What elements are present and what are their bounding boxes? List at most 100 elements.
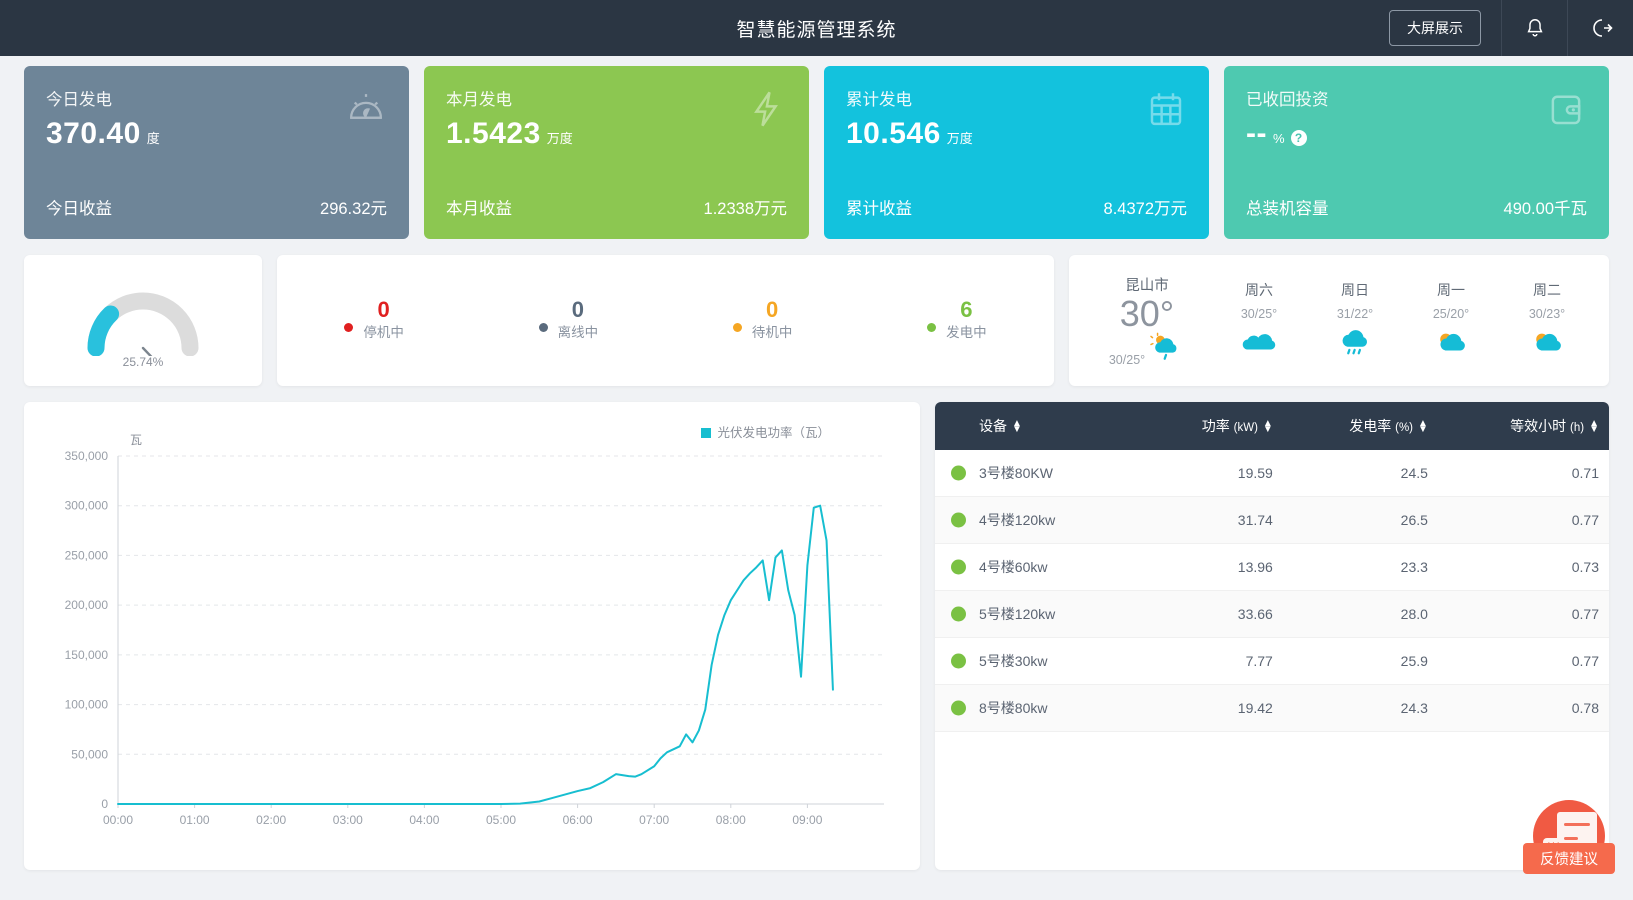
- svg-text:350,000: 350,000: [65, 449, 109, 463]
- svg-text:250,000: 250,000: [65, 548, 109, 562]
- kpi-card-row: 今日发电 370.40 度 今日收益 296.32元 本月发电 1.5423: [24, 56, 1609, 239]
- svg-text:瓦: 瓦: [130, 433, 142, 447]
- status-item-offline[interactable]: 0 离线中: [471, 299, 665, 342]
- svg-text:01:00: 01:00: [180, 813, 210, 827]
- legend-swatch-icon: [701, 428, 712, 438]
- status-dot-icon: [951, 465, 966, 481]
- help-icon[interactable]: ?: [1290, 130, 1307, 146]
- kpi-foot-value: 8.4372万元: [1103, 200, 1187, 218]
- table-row[interactable]: 3号楼80KW 19.59 24.5 0.71: [935, 450, 1609, 497]
- chart-legend[interactable]: 光伏发电功率（瓦）: [701, 422, 830, 441]
- status-count: 0: [571, 297, 584, 322]
- svg-text:07:00: 07:00: [639, 813, 669, 827]
- sort-icon[interactable]: ▲ ▼: [1589, 418, 1599, 436]
- cell-power: 19.59: [1237, 465, 1273, 481]
- sun-cloud-icon: [1428, 333, 1474, 361]
- device-table: 设备 ▲ ▼ 功率 (kW) ▲ ▼ 发电率 (%) ▲ ▼ 等效小时 (h) ▲ ▼: [935, 402, 1609, 732]
- status-dot-icon: [344, 323, 354, 332]
- cell-hours: 0.78: [1571, 700, 1599, 716]
- app-header: 智慧能源管理系统 大屏展示: [0, 0, 1633, 56]
- status-item-standby[interactable]: 0 待机中: [666, 299, 860, 342]
- weather-day-name: 周六: [1245, 281, 1273, 298]
- kpi-foot-label: 本月收益: [446, 200, 512, 218]
- cell-rate: 28.0: [1400, 606, 1428, 622]
- gauge-percent-label: 25.74%: [122, 355, 164, 369]
- kpi-value: 1.5423: [446, 117, 541, 150]
- svg-text:05:00: 05:00: [486, 813, 516, 827]
- kpi-unit: 万度: [946, 131, 973, 146]
- status-dot-icon: [951, 700, 966, 716]
- kpi-value: 10.546: [846, 117, 941, 150]
- col-unit: (h): [1570, 422, 1585, 434]
- bigscreen-button[interactable]: 大屏展示: [1389, 10, 1481, 46]
- wallet-icon: [1545, 88, 1587, 135]
- kpi-unit: 度: [146, 131, 160, 146]
- status-item-stopped[interactable]: 0 停机中: [277, 299, 471, 342]
- kpi-title: 本月发电: [446, 91, 512, 109]
- table-col-power[interactable]: 功率 (kW) ▲ ▼: [1139, 402, 1283, 450]
- status-count: 6: [960, 297, 973, 322]
- table-header: 设备 ▲ ▼ 功率 (kW) ▲ ▼ 发电率 (%) ▲ ▼ 等效小时 (h) ▲ ▼: [935, 402, 1609, 450]
- feedback-button[interactable]: ··· 反馈建议: [1523, 800, 1615, 892]
- kpi-foot-value: 1.2338万元: [703, 200, 787, 218]
- status-item-generating[interactable]: 6 发电中: [860, 299, 1054, 342]
- weather-forecast-day: 周二 30/23°: [1499, 280, 1595, 362]
- weather-current-range: 30/25°: [1108, 353, 1146, 368]
- table-col-rate[interactable]: 发电率 (%) ▲ ▼: [1282, 402, 1438, 450]
- cell-power: 7.77: [1245, 653, 1273, 669]
- device-name: 3号楼80KW: [979, 465, 1053, 481]
- gauge: 25.74%: [78, 278, 208, 382]
- cell-rate: 23.3: [1400, 559, 1428, 575]
- table-col-hours[interactable]: 等效小时 (h) ▲ ▼: [1437, 402, 1609, 450]
- weather-forecast-day: 周日 31/22°: [1307, 280, 1403, 362]
- weather-day-range: 25/20°: [1432, 306, 1470, 321]
- table-row[interactable]: 4号楼120kw 31.74 26.5 0.77: [935, 496, 1609, 544]
- device-table-panel: 设备 ▲ ▼ 功率 (kW) ▲ ▼ 发电率 (%) ▲ ▼ 等效小时 (h) ▲ ▼: [935, 402, 1609, 870]
- sort-icon[interactable]: ▲ ▼: [1418, 418, 1428, 436]
- status-label: 待机中: [751, 325, 793, 340]
- cloudy-icon: [1236, 333, 1282, 361]
- kpi-card-today: 今日发电 370.40 度 今日收益 296.32元: [24, 66, 409, 239]
- svg-text:150,000: 150,000: [65, 648, 109, 662]
- kpi-card-month: 本月发电 1.5423 万度 本月收益 1.2338万元: [424, 66, 809, 239]
- dashboard-icon: [345, 88, 387, 135]
- status-label: 发电中: [946, 325, 987, 340]
- cell-rate: 26.5: [1400, 512, 1428, 528]
- col-unit: (%): [1395, 422, 1413, 434]
- thunder-rain-icon: [1332, 329, 1378, 361]
- sort-icon[interactable]: ▲ ▼: [1012, 418, 1022, 436]
- logout-button[interactable]: [1567, 0, 1633, 56]
- svg-text:100,000: 100,000: [65, 698, 109, 712]
- cell-device: 5号楼30kw: [935, 638, 1140, 685]
- weather-panel: 昆山市 30° 30/25° 周六 30/25°: [1069, 255, 1609, 386]
- weather-city: 昆山市: [1125, 277, 1169, 294]
- table-row[interactable]: 8号楼80kw 19.42 24.3 0.78: [935, 684, 1609, 732]
- svg-text:06:00: 06:00: [563, 813, 593, 827]
- status-dot-icon: [732, 323, 742, 332]
- kpi-foot-label: 今日收益: [46, 200, 112, 218]
- svg-text:200,000: 200,000: [65, 598, 109, 612]
- table-row[interactable]: 5号楼30kw 7.77 25.9 0.77: [935, 638, 1609, 685]
- kpi-value: --: [1246, 117, 1267, 150]
- cell-rate: 24.5: [1400, 465, 1428, 481]
- table-col-device[interactable]: 设备 ▲ ▼: [935, 402, 1140, 450]
- weather-day-range: 31/22°: [1336, 306, 1374, 321]
- cell-hours: 0.77: [1571, 653, 1599, 669]
- status-dot-icon: [951, 512, 966, 528]
- status-dot-icon: [951, 653, 966, 669]
- table-row[interactable]: 4号楼60kw 13.96 23.3 0.73: [935, 544, 1609, 591]
- device-name: 4号楼120kw: [979, 512, 1056, 528]
- cell-power: 13.96: [1237, 559, 1273, 575]
- sun-cloud-rain-icon: [1147, 332, 1185, 367]
- table-row[interactable]: 5号楼120kw 33.66 28.0 0.77: [935, 590, 1609, 638]
- sort-icon[interactable]: ▲ ▼: [1262, 418, 1273, 436]
- bell-icon: [1526, 19, 1543, 37]
- cell-hours: 0.77: [1571, 512, 1599, 528]
- kpi-title: 累计发电: [846, 91, 912, 109]
- kpi-card-total: 累计发电 10.546 万度 累计收益 8.4372万元: [824, 66, 1209, 239]
- device-name: 4号楼60kw: [979, 559, 1048, 575]
- status-dot-icon: [951, 606, 966, 622]
- weather-current: 昆山市 30° 30/25°: [1083, 274, 1211, 368]
- notifications-button[interactable]: [1501, 0, 1567, 56]
- svg-text:0: 0: [101, 797, 108, 811]
